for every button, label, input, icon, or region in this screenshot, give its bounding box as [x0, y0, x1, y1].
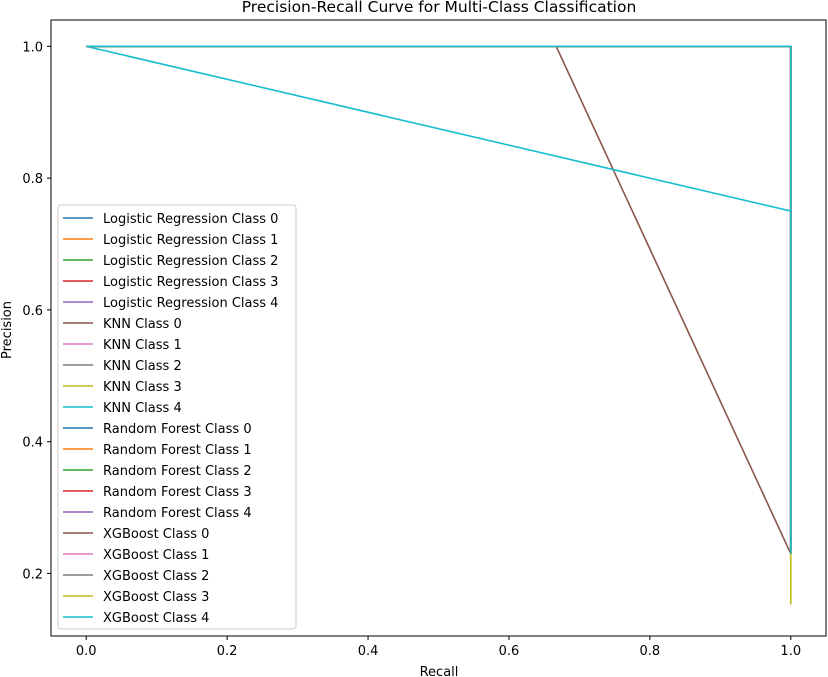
y-tick-label: 0.2 [22, 567, 43, 582]
legend-label: Logistic Regression Class 1 [103, 233, 278, 248]
x-tick-label: 0.0 [76, 644, 97, 659]
legend-label: KNN Class 1 [103, 338, 182, 353]
legend-label: XGBoost Class 0 [103, 527, 209, 542]
y-axis-title: Precision [0, 301, 15, 359]
y-tick-label: 0.8 [22, 172, 43, 187]
legend-label: KNN Class 2 [103, 359, 182, 374]
legend-label: Logistic Regression Class 0 [103, 212, 278, 227]
series-lines [86, 45, 792, 605]
x-tick-label: 0.8 [640, 644, 661, 659]
series-line-19 [86, 45, 792, 554]
legend-label: Logistic Regression Class 2 [103, 254, 278, 269]
legend-label: XGBoost Class 4 [103, 611, 209, 626]
x-tick-label: 0.4 [358, 644, 379, 659]
legend: Logistic Regression Class 0 Logistic Regr… [57, 204, 297, 630]
chart-title: Precision-Recall Curve for Multi-Class C… [242, 0, 637, 16]
plot-area: 0.0 0.2 0.4 0.6 0.8 1.0 0.2 0.4 0.6 0.8 1.0 Logisti… [22, 19, 827, 659]
legend-label: Random Forest Class 4 [103, 506, 252, 521]
legend-label: KNN Class 4 [103, 401, 182, 416]
x-tick-label: 1.0 [780, 644, 801, 659]
x-tick-label: 0.2 [217, 644, 238, 659]
legend-label: XGBoost Class 3 [103, 590, 209, 605]
legend-label: XGBoost Class 1 [103, 548, 209, 563]
legend-label: XGBoost Class 2 [103, 569, 209, 584]
legend-label: Logistic Regression Class 3 [103, 275, 278, 290]
y-tick-label: 0.6 [22, 304, 43, 319]
y-tick-label: 0.4 [22, 436, 43, 451]
legend-label: KNN Class 3 [103, 380, 182, 395]
axes-frame [50, 19, 827, 637]
y-tick-label: 1.0 [22, 40, 43, 55]
legend-label: KNN Class 0 [103, 317, 182, 332]
legend-label: Random Forest Class 1 [103, 443, 252, 458]
legend-label: Logistic Regression Class 4 [103, 296, 278, 311]
legend-label: Random Forest Class 3 [103, 485, 252, 500]
legend-label: Random Forest Class 0 [103, 422, 252, 437]
legend-label: Random Forest Class 2 [103, 464, 252, 479]
x-axis-title: Recall [420, 665, 459, 677]
legend-box [57, 204, 297, 630]
x-tick-label: 0.6 [499, 644, 520, 659]
